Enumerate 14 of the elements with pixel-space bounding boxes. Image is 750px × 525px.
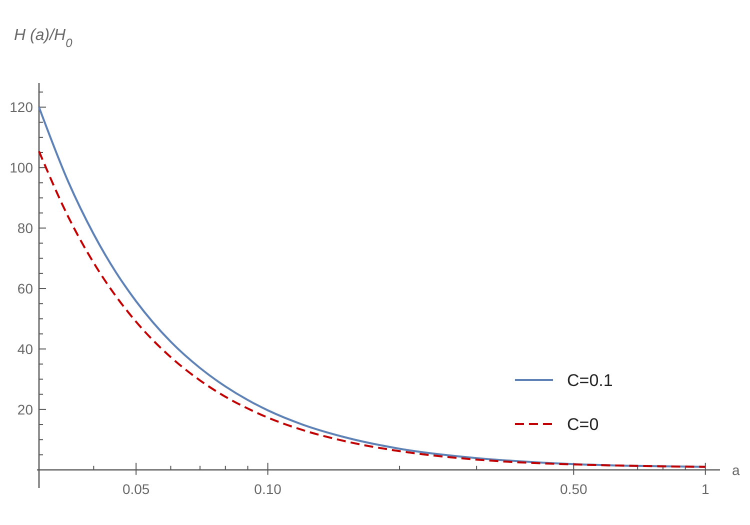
x-tick-label: 0.05 xyxy=(122,480,150,497)
legend-label: C=0 xyxy=(567,415,599,434)
x-tick-label: 0.10 xyxy=(254,480,282,497)
x-tick-label: 0.50 xyxy=(560,480,588,497)
y-tick-label: 40 xyxy=(17,340,34,357)
y-tick-label: 60 xyxy=(17,280,34,297)
y-tick-label: 20 xyxy=(17,401,34,418)
x-tick-label: 1 xyxy=(701,480,710,497)
y-tick-label: 120 xyxy=(10,99,34,116)
y-tick-label: 80 xyxy=(17,220,34,236)
legend-label: C=0.1 xyxy=(567,371,613,390)
x-axis-title: a xyxy=(732,462,740,478)
y-tick-label: 100 xyxy=(10,160,34,176)
y-axis-title: H (a)/H$_{0}$ xyxy=(14,27,73,50)
